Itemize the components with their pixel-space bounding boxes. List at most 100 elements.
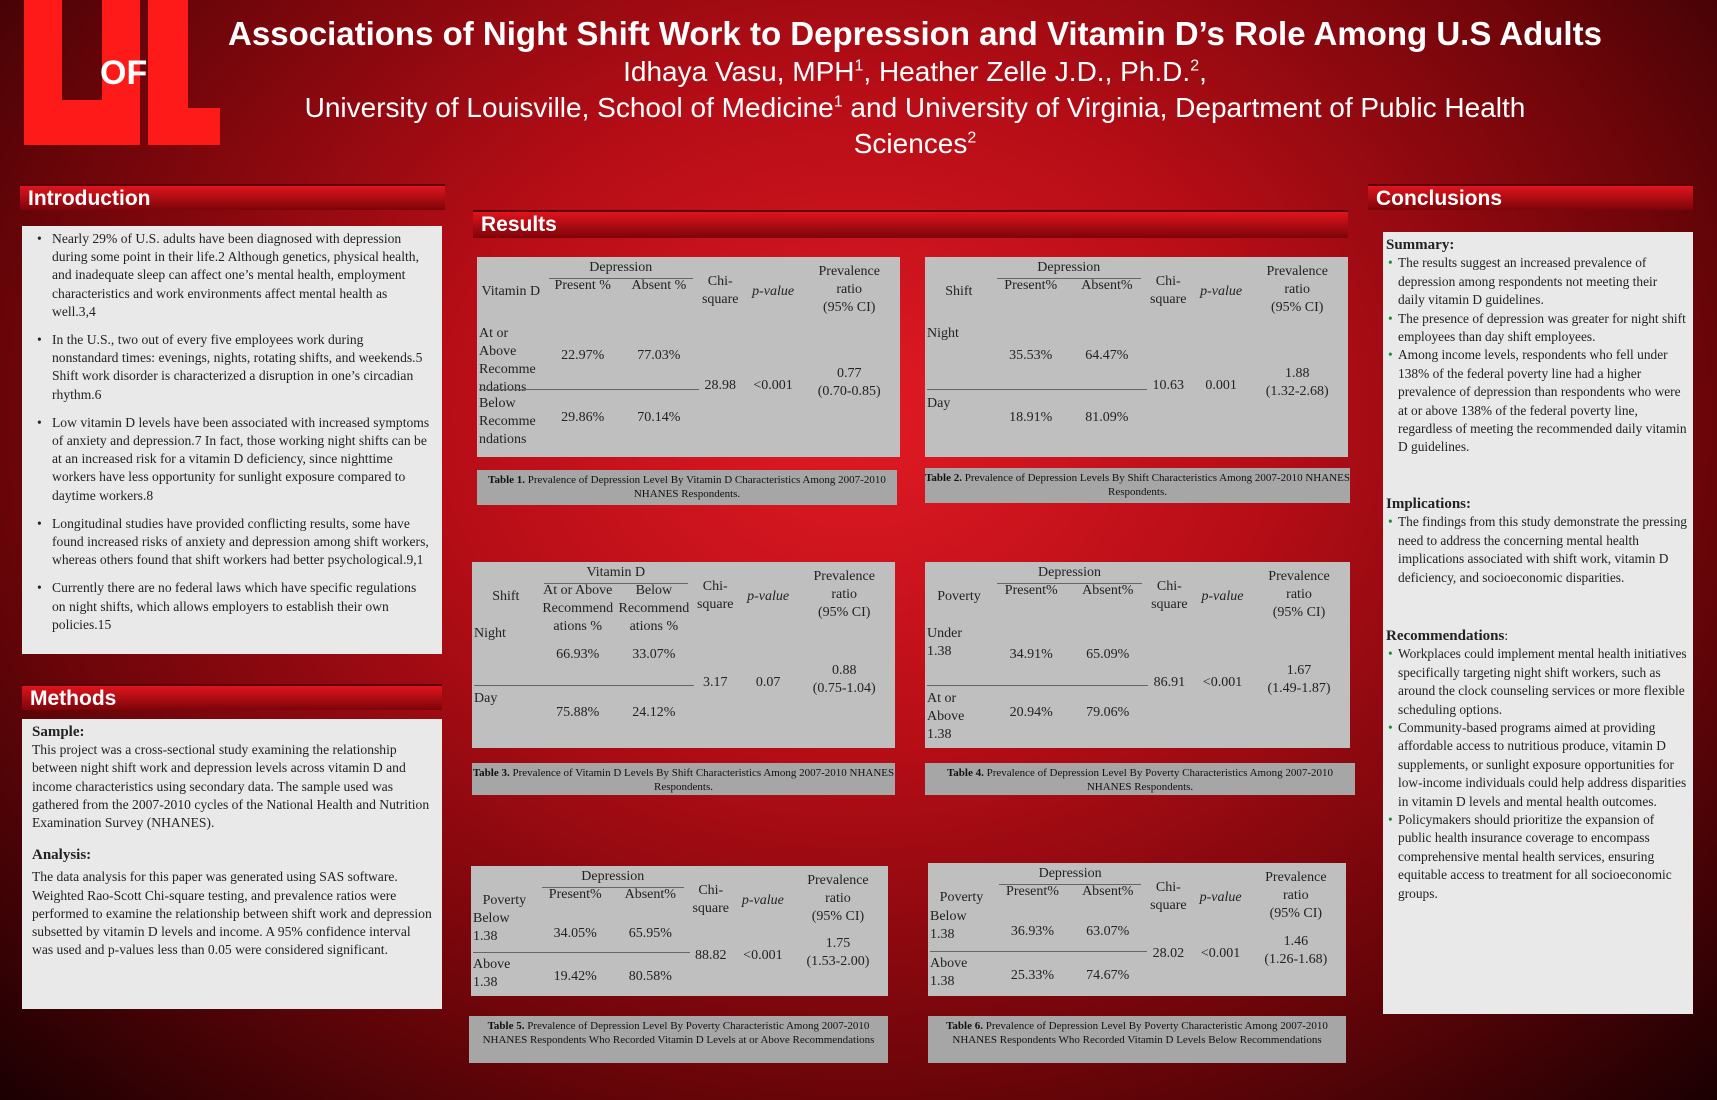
row-2-label: Day: [474, 691, 498, 706]
row-header: Shift: [492, 589, 520, 604]
caption-text: Prevalence of Depression Level By Povert…: [952, 1020, 1328, 1046]
table-t6: Depression Poverty Present% Absent% Chi- squ…: [928, 863, 1346, 996]
absent-header: Absent %: [631, 278, 687, 293]
row-1-absent: 63.07%: [1086, 924, 1130, 939]
row-2-label: At or Above 1.38: [927, 691, 965, 742]
pr-header: Prevalence ratio (95% CI): [1266, 264, 1328, 315]
caption-text: Prevalence of Depression Level By Vitami…: [525, 474, 886, 500]
row-2-present: 29.86%: [561, 410, 605, 425]
row-rule: [479, 389, 699, 390]
row-2-label: Below Recomme ndations: [479, 396, 536, 447]
poster-title: Associations of Night Shift Work to Depr…: [228, 15, 1602, 52]
p-value: <0.001: [753, 378, 793, 393]
row-1-label: At or Above Recomme ndations: [479, 326, 536, 395]
row-header: Poverty: [937, 589, 981, 604]
chi-value: 10.63: [1152, 378, 1184, 393]
conclusions-panel: Summary: The results suggest an increase…: [1383, 232, 1693, 1014]
bullet-item: The results suggest an increased prevale…: [1386, 254, 1687, 309]
caption-label: Table 4.: [946, 767, 984, 779]
header-rule: [548, 278, 693, 279]
caption-text: Prevalence of Vitamin D Levels By Shift …: [509, 767, 895, 793]
chi-value: 3.17: [702, 675, 728, 690]
prevalence-ratio: 1.88 (1.32-2.68): [1265, 366, 1329, 399]
absent-header: Absent%: [624, 887, 676, 902]
row-1-present: 34.05%: [553, 926, 597, 941]
pr-header: Prevalence ratio (95% CI): [813, 569, 875, 620]
university-logo: OF: [24, 0, 220, 145]
implications-list: The findings from this study demonstrate…: [1386, 513, 1687, 587]
row-rule: [473, 952, 690, 953]
row-2-present: 18.91%: [1009, 410, 1053, 425]
bullet-item: Community-based programs aimed at provid…: [1386, 719, 1687, 811]
sample-label: Sample:: [32, 724, 85, 740]
bullet-item: Among income levels, respondents who fel…: [1386, 346, 1687, 456]
prevalence-ratio: 0.88 (0.75-1.04): [812, 663, 876, 696]
row-1-present: 35.53%: [1009, 348, 1053, 363]
absent-header: Absent%: [1081, 278, 1133, 293]
caption-label: Table 3.: [472, 767, 510, 779]
header-rule: [997, 583, 1142, 584]
row-2-present: 20.94%: [1009, 705, 1053, 720]
bullet-item: Longitudinal studies have provided confl…: [28, 515, 432, 570]
row-1-present: 66.93%: [556, 647, 600, 662]
pr-header: Prevalence ratio (95% CI): [1268, 569, 1330, 620]
row-2-absent: 81.09%: [1085, 410, 1129, 425]
chi-header: Chi- square: [1151, 579, 1188, 612]
row-2-absent: 70.14%: [637, 410, 681, 425]
header-rule: [999, 884, 1142, 885]
prevalence-ratio: 1.46 (1.26-1.68): [1264, 934, 1328, 967]
row-2-present: 25.33%: [1010, 968, 1055, 983]
chi-header: Chi- square: [696, 579, 734, 612]
header-rule: [541, 887, 684, 888]
chi-header: Chi- square: [701, 274, 739, 307]
introduction-heading: Introduction: [20, 184, 445, 210]
implications-label: Implications:: [1386, 495, 1472, 512]
p-header: p-value: [741, 893, 784, 908]
header-rule: [543, 583, 688, 584]
row-1-present: 34.91%: [1009, 647, 1053, 662]
header-rule: [996, 278, 1141, 279]
chi-value: 28.02: [1152, 946, 1185, 961]
row-2-absent: 79.06%: [1086, 705, 1130, 720]
row-1-absent: 33.07%: [632, 647, 676, 662]
caption-text: Prevalence of Depression Level By Povert…: [983, 767, 1334, 793]
table-t3: Vitamin D Shift At or Above Recommend atio…: [472, 562, 895, 748]
row-1-label: Below 1.38: [473, 911, 510, 944]
table-caption-t2: Table 2. Prevalence of Depression Levels…: [925, 468, 1350, 503]
introduction-panel: Nearly 29% of U.S. adults have been diag…: [22, 226, 442, 654]
row-1-label: Night: [927, 326, 959, 341]
chi-value: 86.91: [1153, 675, 1186, 690]
absent-header: Absent%: [1082, 583, 1134, 598]
table-caption-t4: Table 4. Prevalence of Depression Level …: [925, 763, 1355, 795]
row-2-label: Above 1.38: [473, 957, 511, 990]
present-header: Present %: [554, 278, 611, 293]
present-header: At or Above Recommend ations %: [542, 583, 614, 634]
pr-header: Prevalence ratio (95% CI): [1265, 870, 1327, 921]
chi-value: 88.82: [695, 948, 727, 963]
table-caption-t1: Table 1. Prevalence of Depression Level …: [477, 470, 897, 505]
bullet-item: Currently there are no federal laws whic…: [28, 579, 432, 634]
group-header: Depression: [1037, 260, 1101, 275]
pr-header: Prevalence ratio (95% CI): [818, 264, 880, 315]
group-header: Vitamin D: [586, 565, 646, 580]
bullet-item: Policymakers should prioritize the expan…: [1386, 811, 1687, 903]
table-caption-t3: Table 3. Prevalence of Vitamin D Levels …: [472, 763, 895, 795]
row-header: Poverty: [939, 890, 984, 905]
absent-header: Absent%: [1082, 884, 1134, 899]
row-1-label: Night: [474, 626, 506, 641]
row-header: Shift: [945, 284, 973, 299]
p-value: 0.07: [755, 675, 781, 690]
chi-header: Chi- square: [1150, 880, 1187, 913]
prevalence-ratio: 0.77 (0.70-0.85): [817, 366, 881, 399]
bullet-item: The presence of depression was greater f…: [1386, 310, 1687, 347]
p-header: p-value: [747, 589, 790, 604]
p-value: 0.001: [1205, 378, 1237, 393]
results-heading: Results: [473, 210, 1348, 238]
p-header: p-value: [1200, 284, 1243, 299]
row-2-absent: 24.12%: [632, 705, 676, 720]
introduction-list: Nearly 29% of U.S. adults have been diag…: [28, 230, 432, 634]
bullet-item: The findings from this study demonstrate…: [1386, 513, 1687, 587]
summary-label: Summary:: [1386, 237, 1455, 253]
affiliations: University of Louisville, School of Medi…: [304, 92, 1526, 159]
row-1-present: 36.93%: [1010, 924, 1055, 939]
